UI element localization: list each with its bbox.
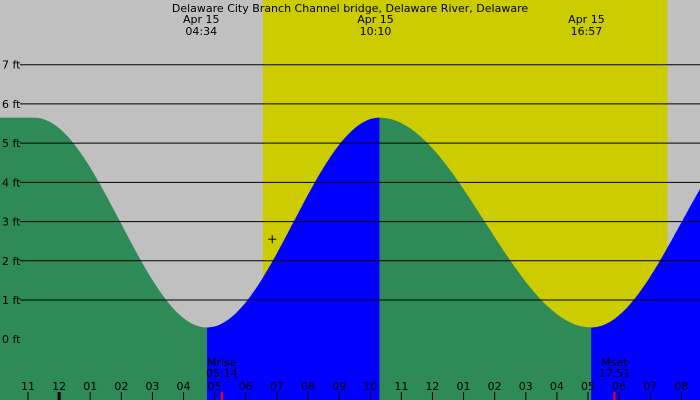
moon-event-time: 05:14 — [206, 367, 238, 380]
header-time: 16:57 — [571, 25, 603, 38]
x-tick-label: 08 — [674, 380, 688, 393]
x-tick-label: 10 — [363, 380, 377, 393]
x-tick-label: 11 — [394, 380, 408, 393]
y-tick-label: 3 ft — [2, 216, 21, 229]
x-tick-label: 06 — [612, 380, 626, 393]
falling-tide-area — [0, 117, 207, 400]
x-tick-label: 03 — [145, 380, 159, 393]
x-tick-label: 09 — [332, 380, 346, 393]
header-date: Apr 15 — [357, 13, 394, 26]
x-tick-label: 05 — [208, 380, 222, 393]
y-tick-label: 6 ft — [2, 98, 21, 111]
y-tick-label: 5 ft — [2, 137, 21, 150]
moon-event-label: Mrise — [207, 356, 237, 369]
y-tick-label: 0 ft — [2, 333, 21, 346]
x-tick-label: 04 — [550, 380, 564, 393]
x-tick-label: 02 — [114, 380, 128, 393]
header-date: Apr 15 — [183, 13, 220, 26]
x-tick-label: 01 — [83, 380, 97, 393]
x-tick-label: 07 — [270, 380, 284, 393]
x-tick-label: 11 — [21, 380, 35, 393]
falling-tide-area — [379, 117, 592, 400]
height-axis-labels: 0 ft 1 ft 2 ft 3 ft 4 ft 5 ft 6 ft 7 ft — [2, 59, 21, 347]
rising-tide-area — [591, 189, 700, 400]
rising-tide-area — [206, 117, 380, 400]
x-tick-label: 07 — [643, 380, 657, 393]
header-date: Apr 15 — [568, 13, 605, 26]
cursor-marker — [268, 235, 277, 244]
tide-areas — [0, 117, 700, 400]
height-gridlines — [20, 64, 700, 301]
y-tick-label: 4 ft — [2, 176, 21, 189]
x-tick-label: 01 — [457, 380, 471, 393]
x-tick-label: 02 — [488, 380, 502, 393]
moon-event-time: 17:51 — [599, 367, 631, 380]
x-tick-label: 06 — [239, 380, 253, 393]
x-tick-label: 12 — [425, 380, 439, 393]
hour-axis: 11 12 01 02 03 04 05 06 07 08 09 10 11 12 01 02 03 04 05 06… — [21, 380, 688, 400]
x-tick-label: 08 — [301, 380, 315, 393]
y-tick-label: 7 ft — [2, 59, 21, 72]
moon-event-label: Mset — [601, 356, 628, 369]
y-tick-label: 1 ft — [2, 294, 21, 307]
y-tick-label: 2 ft — [2, 255, 21, 268]
header-time: 10:10 — [360, 25, 392, 38]
x-tick-label: 12 — [52, 380, 66, 393]
header-time: 04:34 — [185, 25, 217, 38]
x-tick-label: 05 — [581, 380, 595, 393]
x-tick-label: 04 — [177, 380, 191, 393]
chart-title: Delaware City Branch Channel bridge, Del… — [172, 2, 528, 15]
x-tick-label: 03 — [519, 380, 533, 393]
